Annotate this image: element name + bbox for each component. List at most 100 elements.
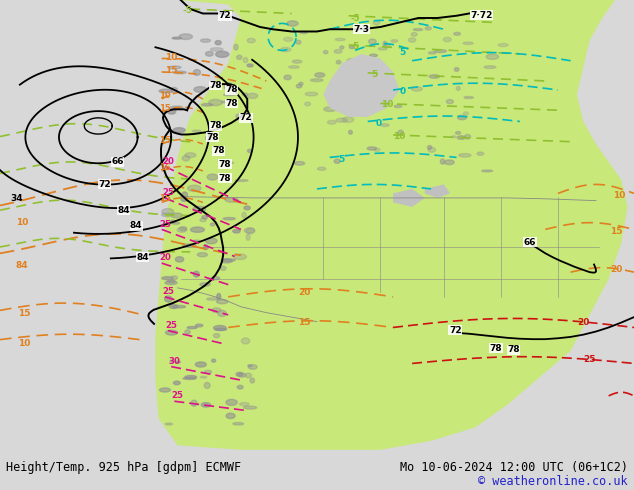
Text: Height/Temp. 925 hPa [gdpm] ECMWF: Height/Temp. 925 hPa [gdpm] ECMWF: [6, 461, 242, 474]
Ellipse shape: [217, 294, 221, 300]
Ellipse shape: [452, 136, 456, 138]
Ellipse shape: [165, 296, 172, 302]
Ellipse shape: [287, 21, 298, 26]
Ellipse shape: [280, 48, 291, 52]
Ellipse shape: [292, 60, 302, 63]
Ellipse shape: [435, 49, 446, 52]
Ellipse shape: [210, 223, 215, 226]
Ellipse shape: [193, 206, 206, 212]
Ellipse shape: [463, 112, 469, 115]
Ellipse shape: [167, 109, 176, 114]
Ellipse shape: [202, 403, 210, 407]
Ellipse shape: [349, 46, 354, 49]
Ellipse shape: [238, 373, 246, 377]
Ellipse shape: [246, 234, 250, 240]
Text: 10: 10: [165, 53, 178, 62]
Ellipse shape: [200, 218, 206, 222]
Text: 10: 10: [18, 339, 30, 348]
Text: 10: 10: [393, 132, 406, 141]
Text: 72: 72: [240, 113, 252, 122]
Ellipse shape: [202, 103, 212, 106]
Ellipse shape: [216, 299, 228, 304]
Ellipse shape: [210, 48, 223, 51]
Ellipse shape: [456, 86, 460, 90]
Text: 25: 25: [172, 392, 183, 400]
Ellipse shape: [226, 399, 237, 405]
Ellipse shape: [181, 197, 187, 201]
Ellipse shape: [248, 365, 252, 367]
Ellipse shape: [240, 402, 249, 406]
Text: 84: 84: [16, 261, 29, 270]
Text: 5: 5: [399, 48, 406, 57]
Ellipse shape: [234, 44, 238, 50]
Text: 7·3: 7·3: [353, 24, 370, 34]
Ellipse shape: [340, 46, 344, 49]
Ellipse shape: [165, 423, 172, 425]
Text: 10: 10: [16, 218, 29, 227]
Text: 0: 0: [376, 119, 382, 128]
Ellipse shape: [243, 57, 248, 63]
Ellipse shape: [372, 104, 377, 109]
Text: 78: 78: [209, 122, 222, 130]
Ellipse shape: [194, 87, 207, 92]
Ellipse shape: [173, 128, 185, 133]
Ellipse shape: [350, 75, 354, 80]
Ellipse shape: [236, 55, 242, 59]
Ellipse shape: [172, 37, 181, 39]
Ellipse shape: [457, 136, 465, 139]
Text: 25: 25: [583, 355, 596, 365]
Ellipse shape: [224, 94, 235, 96]
Ellipse shape: [305, 102, 311, 106]
Text: 20: 20: [610, 266, 623, 274]
Ellipse shape: [349, 76, 360, 80]
Ellipse shape: [342, 117, 354, 122]
Ellipse shape: [236, 372, 243, 376]
Ellipse shape: [160, 388, 171, 392]
Ellipse shape: [214, 334, 220, 338]
Ellipse shape: [217, 310, 226, 317]
Ellipse shape: [247, 64, 253, 67]
Ellipse shape: [398, 130, 403, 135]
Ellipse shape: [247, 149, 252, 152]
Ellipse shape: [188, 185, 201, 192]
Ellipse shape: [458, 115, 467, 120]
Ellipse shape: [346, 88, 357, 90]
Ellipse shape: [247, 38, 256, 43]
Ellipse shape: [243, 406, 257, 409]
Ellipse shape: [236, 114, 243, 119]
Ellipse shape: [179, 227, 187, 231]
Text: 15: 15: [159, 104, 171, 113]
Ellipse shape: [465, 134, 470, 139]
Ellipse shape: [200, 39, 210, 42]
Ellipse shape: [183, 244, 196, 246]
Text: 25: 25: [162, 188, 174, 197]
Ellipse shape: [482, 170, 493, 172]
Ellipse shape: [171, 220, 176, 223]
Ellipse shape: [211, 277, 220, 280]
Ellipse shape: [446, 99, 453, 104]
Ellipse shape: [191, 400, 197, 406]
Text: 25: 25: [162, 287, 174, 296]
Text: 66: 66: [111, 157, 124, 167]
Ellipse shape: [225, 197, 238, 202]
Ellipse shape: [411, 87, 422, 91]
Ellipse shape: [172, 305, 186, 308]
Ellipse shape: [202, 216, 208, 219]
Text: 34: 34: [11, 195, 23, 203]
Ellipse shape: [486, 54, 499, 59]
Ellipse shape: [177, 227, 186, 232]
Ellipse shape: [221, 259, 232, 263]
Ellipse shape: [454, 32, 460, 35]
Text: 78: 78: [212, 146, 225, 155]
Text: -5: -5: [351, 14, 359, 24]
Ellipse shape: [204, 370, 212, 373]
Ellipse shape: [185, 375, 197, 379]
Ellipse shape: [204, 382, 210, 389]
Text: 78: 78: [209, 81, 222, 90]
Text: Mo 10-06-2024 12:00 UTC (06+1C2): Mo 10-06-2024 12:00 UTC (06+1C2): [399, 461, 628, 474]
Text: 25: 25: [159, 220, 171, 228]
Ellipse shape: [250, 378, 254, 383]
Ellipse shape: [394, 105, 402, 108]
Ellipse shape: [243, 93, 248, 96]
Text: 0: 0: [399, 87, 406, 96]
